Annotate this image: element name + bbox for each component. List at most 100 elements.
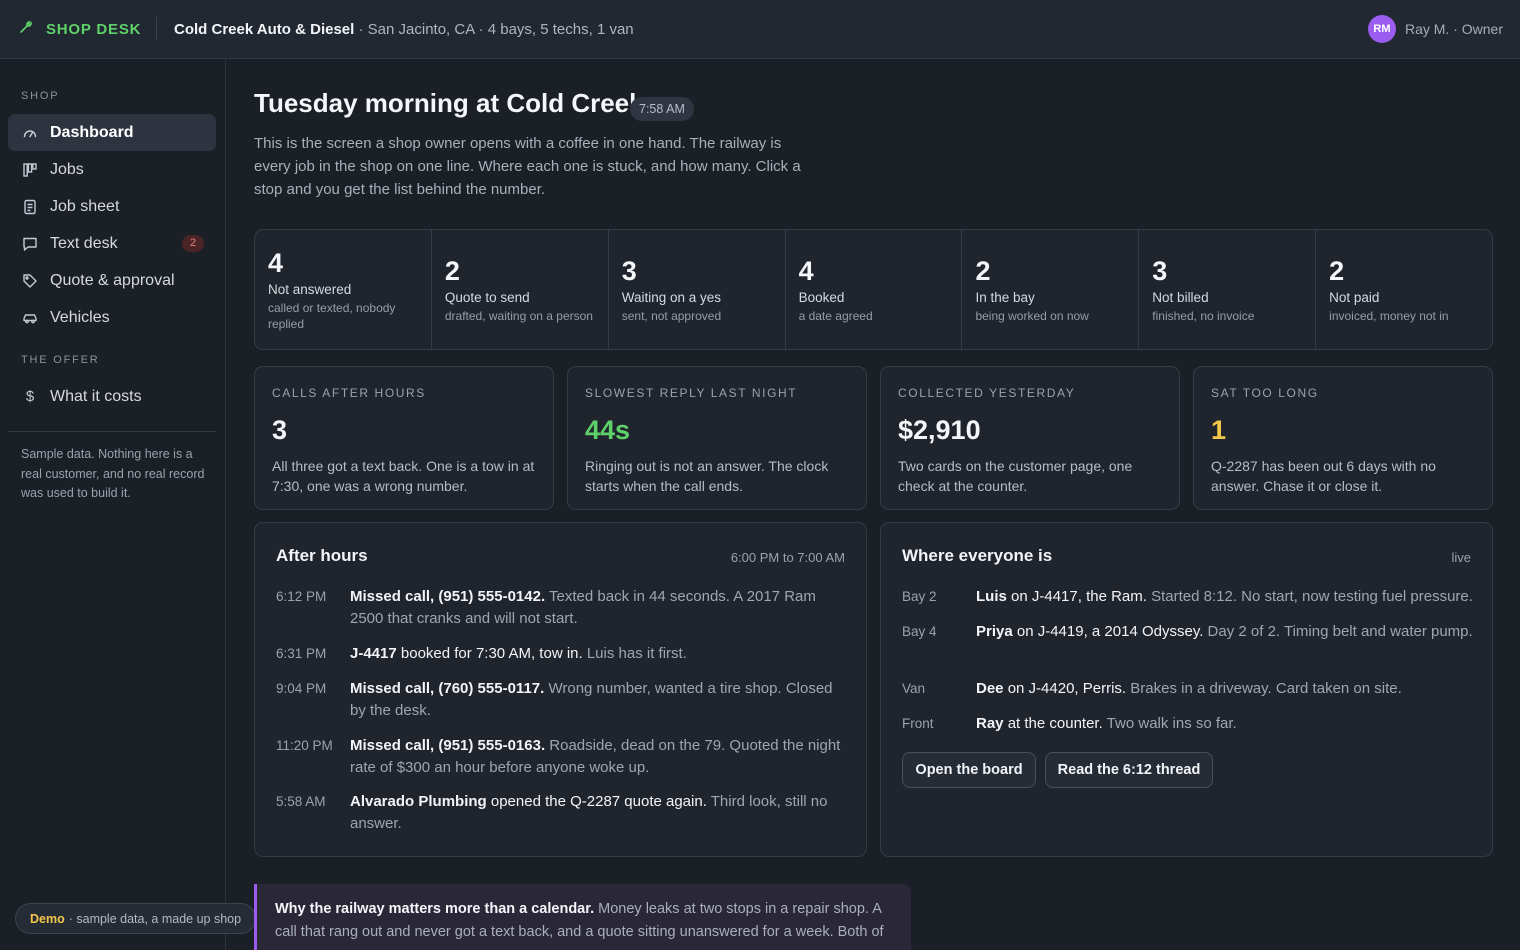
event-time: 6:31 PM	[276, 646, 327, 661]
event-text[interactable]: Alvarado Plumbing opened the Q-2287 quot…	[350, 791, 845, 835]
stop-count: 3	[1152, 256, 1168, 286]
section-shop: SHOP	[21, 90, 60, 102]
tag-icon	[22, 273, 38, 289]
user-menu[interactable]: RM Ray M. · Owner	[1367, 15, 1503, 43]
stat-text: Two cards on the customer page, one chec…	[898, 458, 1133, 494]
event-rest: Third look, still no answer.	[350, 793, 828, 832]
stop-sub: invoiced, money not in	[1329, 309, 1449, 323]
chat-icon	[22, 236, 38, 252]
tech-location: Bay 4	[902, 624, 937, 639]
event-time: 11:20 PM	[276, 738, 333, 753]
tech-job: on J-4417, the Ram.	[1006, 588, 1147, 605]
stop-sub: sent, not approved	[621, 309, 722, 323]
demo-text: · sample data, a made up shop	[68, 911, 242, 926]
stop-label: Waiting on a yes	[621, 290, 722, 305]
demo-pill[interactable]: Demo · sample data, a made up shop	[15, 903, 257, 934]
event-mid: opened the Q-2287 quote again.	[486, 793, 707, 810]
tech-status[interactable]: Priya on J-4419, a 2014 Odyssey. Day 2 o…	[976, 621, 1481, 643]
tech-note: Started 8:12. No start, now testing fuel…	[1146, 588, 1473, 605]
dollar-icon: $	[25, 388, 35, 405]
tech-job: on J-4419, a 2014 Odyssey.	[1012, 623, 1204, 640]
tech-name: Ray	[976, 715, 1004, 732]
document-icon	[22, 199, 38, 215]
event-bold: Missed call, (951) 555-0163.	[350, 737, 546, 754]
sidebar-item-dashboard[interactable]: Dashboard	[8, 114, 216, 151]
open-board-button[interactable]: Open the board	[902, 752, 1036, 788]
sidebar: SHOP Dashboard Jobs Job sheet Text desk …	[0, 59, 226, 950]
railway-stop-in-the-bay[interactable]: 2 In the bay being worked on now	[962, 230, 1140, 349]
wrench-icon	[18, 19, 34, 40]
panel-meta: 6:00 PM to 7:00 AM	[730, 550, 845, 565]
sample-data-note: Sample data. Nothing here is a real cust…	[21, 447, 205, 500]
section-offer: THE OFFER	[21, 354, 100, 366]
event-bold: Alvarado Plumbing	[350, 793, 487, 810]
page-title: Tuesday morning at Cold Creek	[254, 88, 644, 118]
railway-stop-booked[interactable]: 4 Booked a date agreed	[786, 230, 963, 349]
railway-stop-quote-to-send[interactable]: 2 Quote to send drafted, waiting on a pe…	[432, 230, 609, 349]
tech-name: Luis	[976, 588, 1007, 605]
stop-label: Booked	[798, 290, 845, 305]
stat-value: 3	[272, 415, 288, 445]
railway-stop-waiting-on-a-yes[interactable]: 3 Waiting on a yes sent, not approved	[609, 230, 786, 349]
tech-location: Bay 2	[902, 589, 937, 604]
stop-sub: called or texted, nobody replied	[268, 301, 396, 331]
tech-name: Dee	[976, 680, 1004, 697]
top-bar: SHOP DESK Cold Creek Auto & Diesel · San…	[0, 0, 1520, 59]
stat-collected-yesterday: COLLECTED YESTERDAY $2,910 Two cards on …	[880, 366, 1180, 510]
sidebar-item-what-it-costs[interactable]: $ What it costs	[8, 378, 216, 415]
sidebar-item-label: Text desk	[50, 234, 118, 252]
panel-title: After hours	[276, 546, 368, 565]
stop-label: Not answered	[268, 282, 352, 297]
shop-details: · San Jacinto, CA · 4 bays, 5 techs, 1 v…	[358, 20, 634, 38]
tech-location: Front	[902, 716, 934, 731]
stat-label: CALLS AFTER HOURS	[272, 386, 426, 400]
stat-value: 44s	[585, 415, 631, 445]
event-text[interactable]: J-4417 booked for 7:30 AM, tow in. Luis …	[350, 643, 845, 665]
stat-sat-too-long: SAT TOO LONG 1 Q-2287 has been out 6 day…	[1193, 366, 1493, 510]
event-text[interactable]: Missed call, (951) 555-0163. Roadside, d…	[350, 735, 845, 779]
stat-value: 1	[1211, 415, 1227, 445]
railway-stop-not-answered[interactable]: 4 Not answered called or texted, nobody …	[255, 230, 432, 349]
stat-text: Ringing out is not an answer. The clock …	[585, 458, 829, 494]
sidebar-item-text-desk[interactable]: Text desk 2	[8, 225, 216, 262]
avatar: RM	[1367, 15, 1396, 43]
brand[interactable]: SHOP DESK	[0, 17, 157, 41]
read-thread-button[interactable]: Read the 6:12 thread	[1045, 752, 1213, 788]
event-mid: booked for 7:30 AM, tow in.	[396, 645, 583, 662]
tech-status[interactable]: Ray at the counter. Two walk ins so far.	[976, 713, 1481, 735]
shop-info: Cold Creek Auto & Diesel · San Jacinto, …	[157, 21, 634, 38]
sidebar-item-jobs[interactable]: Jobs	[8, 151, 216, 188]
stop-sub: drafted, waiting on a person	[444, 309, 593, 323]
sidebar-item-quote-approval[interactable]: Quote & approval	[8, 262, 216, 299]
stat-label: SAT TOO LONG	[1211, 386, 1319, 400]
sidebar-divider	[8, 431, 216, 432]
sidebar-item-label: Quote & approval	[50, 271, 175, 289]
stop-label: In the bay	[975, 290, 1035, 305]
stop-count: 2	[444, 256, 460, 286]
live-indicator: live	[1451, 550, 1471, 565]
time-chip: 7:58 AM	[630, 97, 694, 121]
railway-stop-not-paid[interactable]: 2 Not paid invoiced, money not in	[1316, 230, 1492, 349]
stat-label: COLLECTED YESTERDAY	[898, 386, 1076, 400]
tech-location: Van	[902, 681, 926, 696]
intro-text: This is the screen a shop owner opens wi…	[254, 135, 801, 198]
where-everyone-panel: Where everyone is live Bay 2 Luis on J-4…	[880, 522, 1493, 857]
stat-slowest-reply: SLOWEST REPLY LAST NIGHT 44s Ringing out…	[567, 366, 867, 510]
stop-sub: finished, no invoice	[1152, 309, 1255, 323]
stop-label: Not billed	[1152, 290, 1209, 305]
event-text[interactable]: Missed call, (951) 555-0142. Texted back…	[350, 586, 845, 630]
tech-note: Two walk ins so far.	[1102, 715, 1237, 732]
tech-status[interactable]: Luis on J-4417, the Ram. Started 8:12. N…	[976, 586, 1481, 608]
event-text[interactable]: Missed call, (760) 555-0117. Wrong numbe…	[350, 678, 845, 722]
car-icon	[22, 310, 38, 326]
sidebar-item-vehicles[interactable]: Vehicles	[8, 299, 216, 336]
stop-count: 2	[1329, 256, 1345, 286]
sidebar-item-job-sheet[interactable]: Job sheet	[8, 188, 216, 225]
tech-status[interactable]: Dee on J-4420, Perris. Brakes in a drive…	[976, 678, 1481, 700]
railway-stop-not-billed[interactable]: 3 Not billed finished, no invoice	[1139, 230, 1317, 349]
stop-sub: being worked on now	[975, 309, 1089, 323]
stop-count: 4	[268, 248, 284, 278]
stop-count: 3	[621, 256, 637, 286]
panel-title: Where everyone is	[902, 546, 1053, 565]
railway-callout: Why the railway matters more than a cale…	[254, 884, 911, 950]
